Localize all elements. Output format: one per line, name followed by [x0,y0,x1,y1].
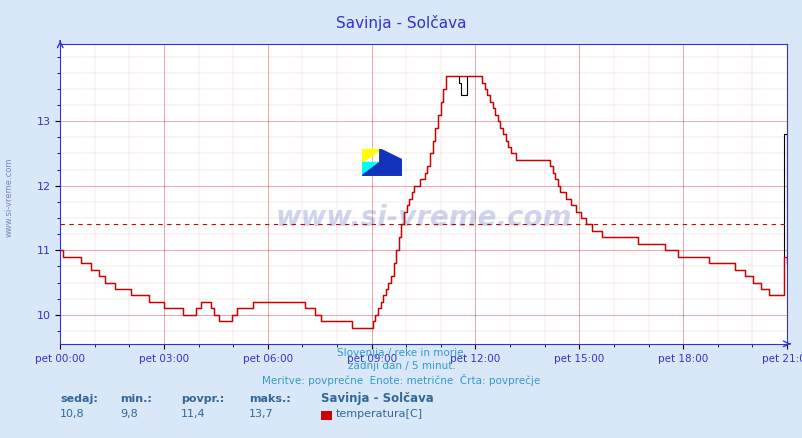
Polygon shape [362,149,401,176]
Text: min.:: min.: [120,394,152,404]
Text: sedaj:: sedaj: [60,394,98,404]
Text: www.si-vreme.com: www.si-vreme.com [5,157,14,237]
Polygon shape [362,162,379,176]
Text: Savinja - Solčava: Savinja - Solčava [336,15,466,32]
Text: 13,7: 13,7 [249,409,273,419]
Text: 10,8: 10,8 [60,409,85,419]
Text: temperatura[C]: temperatura[C] [335,409,422,419]
Text: povpr.:: povpr.: [180,394,224,404]
Text: Slovenija / reke in morje.: Slovenija / reke in morje. [336,348,466,358]
Polygon shape [362,149,379,162]
Text: www.si-vreme.com: www.si-vreme.com [275,204,571,232]
Text: Savinja - Solčava: Savinja - Solčava [321,392,433,405]
Text: Meritve: povprečne  Enote: metrične  Črta: povprečje: Meritve: povprečne Enote: metrične Črta:… [262,374,540,386]
Text: zadnji dan / 5 minut.: zadnji dan / 5 minut. [347,361,455,371]
Text: 11,4: 11,4 [180,409,205,419]
Text: 9,8: 9,8 [120,409,138,419]
Text: maks.:: maks.: [249,394,290,404]
